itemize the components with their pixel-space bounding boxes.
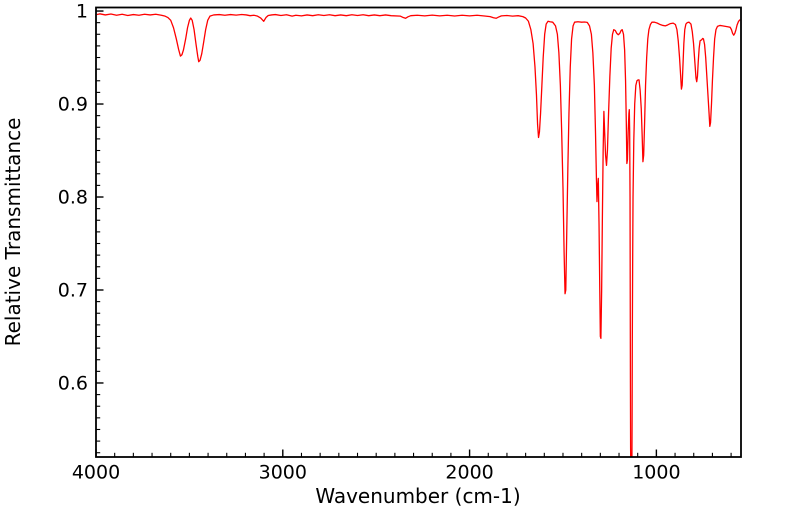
y-tick-label: 1 — [76, 1, 88, 23]
x-tick-label: 3000 — [259, 462, 307, 484]
x-tick-label: 4000 — [72, 462, 120, 484]
x-axis-title: Wavenumber (cm-1) — [315, 484, 520, 508]
plot-border — [95, 6, 742, 458]
x-tick-label: 1000 — [632, 462, 680, 484]
y-axis-title: Relative Transmittance — [1, 118, 25, 347]
spectrum-curve — [96, 13, 741, 457]
y-tick-label: 0.8 — [58, 187, 88, 209]
y-tick-label: 0.7 — [58, 279, 88, 301]
y-tick-label: 0.6 — [58, 372, 88, 394]
y-tick-label: 0.9 — [58, 94, 88, 116]
x-tick-label: 2000 — [445, 462, 493, 484]
